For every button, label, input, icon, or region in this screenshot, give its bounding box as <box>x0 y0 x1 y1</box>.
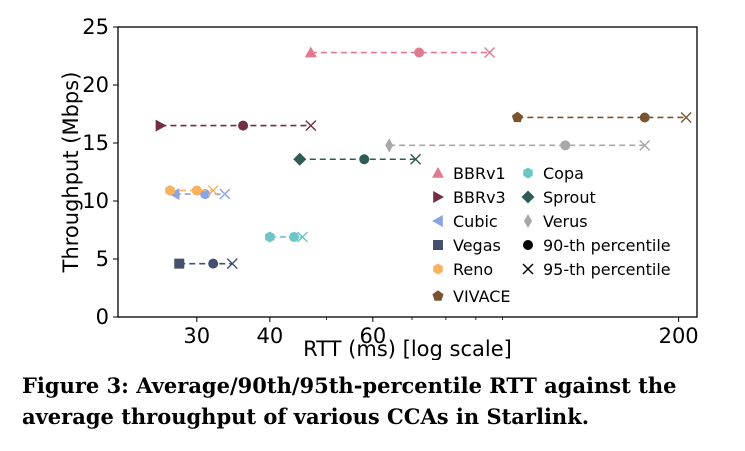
plot-frame <box>117 26 698 318</box>
p90-marker-vegas <box>208 258 219 269</box>
p95-marker-verus <box>639 139 651 151</box>
avg-marker-vivace <box>511 111 523 123</box>
legend-label: BBRv3 <box>453 188 506 207</box>
y-tick-label: 5 <box>96 247 109 271</box>
y-axis-label: Throughput (Mbps) <box>59 72 83 274</box>
p90-marker-cubic <box>200 189 211 200</box>
y-tick-label: 20 <box>82 73 109 97</box>
y-tick-label: 10 <box>82 189 109 213</box>
legend-label: BBRv1 <box>453 164 506 183</box>
p95-marker-vegas <box>226 258 238 270</box>
scatter-chart: 0 5 10 15 20 25 30 40 60 200 RTT (ms) [log scale] T… <box>59 15 699 361</box>
p90-marker-reno <box>191 185 202 196</box>
p90-marker-copa <box>289 231 300 242</box>
avg-marker-vegas <box>174 258 185 269</box>
p95-marker-copa <box>297 231 309 243</box>
avg-marker-bbrv1 <box>304 46 317 58</box>
legend-label: 90-th percentile <box>543 236 671 255</box>
legend-marker-vegas <box>433 240 443 250</box>
legend-label: 95-th percentile <box>543 260 671 279</box>
p95-marker-bbrv3 <box>305 120 317 132</box>
p95-marker-reno <box>207 185 219 197</box>
avg-marker-reno <box>165 185 175 197</box>
legend-label: Vegas <box>453 236 501 255</box>
p95-marker-cubic <box>219 188 231 200</box>
x-tick-label: 30 <box>183 324 210 348</box>
legend-label: Copa <box>543 164 584 183</box>
legend-label: Sprout <box>543 188 596 207</box>
avg-marker-verus <box>385 138 394 153</box>
figure-caption: Figure 3: Average/90th/95th-percentile R… <box>22 373 677 429</box>
legend-marker-bbrv1 <box>432 167 444 178</box>
legend-label: Reno <box>453 260 493 279</box>
legend-marker-bbrv3 <box>433 191 444 203</box>
avg-marker-bbrv3 <box>155 119 167 132</box>
p95-marker-bbrv1 <box>484 47 496 59</box>
p95-marker-sprout <box>410 153 422 165</box>
p90-marker-verus <box>560 140 571 151</box>
legend-label: Cubic <box>453 212 498 231</box>
p90-marker-bbrv1 <box>414 47 425 58</box>
avg-marker-sprout <box>293 152 307 166</box>
legend-marker-reno <box>433 263 443 275</box>
p90-marker-bbrv3 <box>238 120 249 131</box>
legend-marker-90-th-percentile <box>523 240 533 250</box>
x-tick-label: 200 <box>659 324 699 348</box>
p90-marker-vivace <box>639 112 650 123</box>
x-tick-label: 40 <box>256 324 283 348</box>
legend-marker-vivace <box>432 290 444 301</box>
legend-marker-copa <box>523 167 533 179</box>
legend-marker-sprout <box>521 190 535 204</box>
avg-marker-cubic <box>168 188 180 201</box>
y-tick-label: 25 <box>82 15 109 39</box>
p95-marker-vivace <box>680 111 692 123</box>
legend-label: VIVACE <box>453 287 511 306</box>
legend-marker-verus <box>524 214 532 228</box>
legend-marker-95-th-percentile <box>522 263 534 275</box>
avg-marker-copa <box>265 231 275 243</box>
x-tick-label: 60 <box>359 324 386 348</box>
legend-marker-cubic <box>432 215 443 227</box>
legend-label: Verus <box>543 212 588 231</box>
y-tick-label: 15 <box>82 131 109 155</box>
chart: 0 5 10 15 20 25 30 40 60 200 RTT (ms) [log scale] T… <box>59 15 699 361</box>
y-tick-label: 0 <box>96 305 109 329</box>
x-axis-label: RTT (ms) [log scale] <box>303 337 512 360</box>
p90-marker-sprout <box>359 154 370 165</box>
